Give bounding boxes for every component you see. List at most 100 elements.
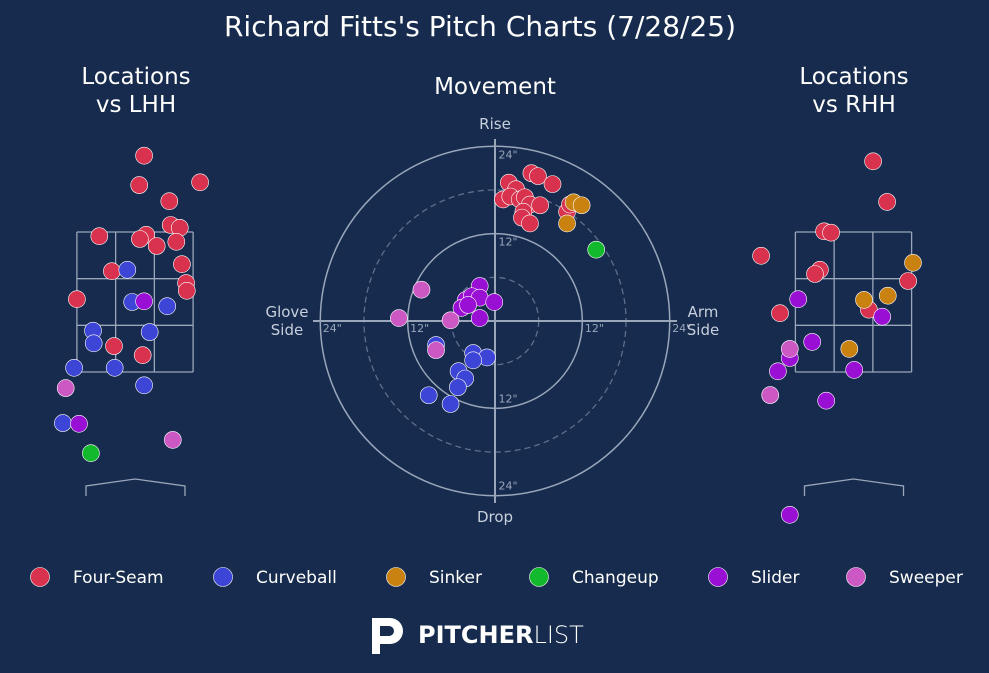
page-title: Richard Fitts's Pitch Charts (7/28/25)	[223, 10, 737, 43]
axis-label: Arm Side	[686, 303, 720, 339]
pitch-point	[158, 297, 176, 316]
pitch-point	[529, 167, 547, 185]
pitch-point	[761, 386, 780, 404]
home-plate	[803, 478, 905, 496]
pitch-point	[459, 296, 477, 314]
legend-marker	[708, 567, 728, 587]
pitch-point	[878, 193, 896, 211]
pitch-point	[105, 337, 123, 355]
pitch-point	[543, 175, 562, 193]
y-tick-label: 12"	[498, 236, 517, 249]
pitch-point	[803, 333, 822, 351]
pitch-point	[84, 334, 103, 353]
legend-label: Sweeper	[889, 568, 963, 588]
pitch-point	[131, 230, 149, 248]
panel-title: Locations vs RHH	[799, 64, 909, 118]
pitch-point	[130, 176, 148, 194]
pitch-point	[191, 173, 209, 192]
pitch-point	[135, 146, 153, 165]
pitch-point	[771, 304, 789, 323]
pitch-point	[752, 247, 770, 265]
legend-marker	[529, 567, 549, 587]
pitch-point	[521, 214, 539, 233]
pitch-point	[419, 386, 438, 405]
pitch-point	[54, 414, 72, 432]
axis-label: Rise	[479, 115, 511, 133]
x-tick-label: 24"	[672, 322, 691, 335]
legend-marker	[846, 567, 866, 587]
pitch-point	[899, 272, 917, 290]
legend-label: Curveball	[256, 568, 337, 588]
pitch-point	[822, 223, 840, 242]
axis-label: Glove Side	[265, 303, 309, 339]
pitch-point	[135, 292, 153, 311]
pitch-point	[864, 152, 882, 171]
pitch-point	[105, 358, 124, 377]
pitch-point	[90, 227, 109, 245]
pitch-point	[441, 395, 460, 413]
pitch-point	[390, 309, 408, 327]
pitch-point	[167, 233, 186, 251]
pitch-point	[780, 505, 799, 524]
legend-marker	[213, 567, 233, 587]
pitch-point	[449, 378, 467, 397]
logo-icon	[372, 618, 403, 654]
legend-label: Sinker	[429, 568, 482, 588]
pitch-point	[160, 192, 179, 210]
pitch-point	[70, 414, 88, 433]
pitch-point	[147, 237, 166, 255]
pitch-point	[164, 431, 182, 449]
pitch-point	[572, 196, 591, 215]
pitch-point	[427, 341, 445, 359]
logo: PITCHER LIST	[368, 614, 584, 656]
pitch-point	[82, 444, 100, 463]
y-tick-label: 24"	[498, 480, 517, 493]
legend-label: Changeup	[572, 568, 659, 588]
pitch-point	[806, 265, 824, 283]
pitch-point	[840, 340, 859, 358]
x-tick-label: 24"	[323, 322, 342, 335]
panel-title: Movement	[434, 74, 556, 100]
pitch-point	[441, 311, 460, 330]
pitch-point	[904, 253, 922, 272]
pitch-point	[558, 214, 576, 233]
pitch-point	[173, 255, 191, 274]
pitch-point	[68, 290, 86, 309]
logo-text: LIST	[533, 621, 584, 649]
y-tick-label: 12"	[498, 392, 517, 405]
pitch-point	[140, 323, 159, 341]
pitch-point	[845, 361, 864, 379]
pitch-point	[178, 281, 196, 300]
panel-title: Locations vs LHH	[81, 64, 191, 118]
pitch-point	[769, 362, 787, 381]
pitch-point	[485, 293, 504, 311]
pitch-point	[133, 346, 152, 365]
x-tick-label: 12"	[585, 322, 604, 335]
pitch-point	[587, 240, 605, 259]
pitch-point	[789, 290, 808, 309]
axis-label: Drop	[476, 508, 514, 526]
legend-label: Four-Seam	[73, 568, 164, 588]
logo-text: PITCHER	[418, 621, 534, 649]
x-tick-label: 12"	[410, 322, 429, 335]
home-plate	[85, 478, 186, 496]
legend-marker	[30, 567, 50, 587]
pitch-point	[817, 391, 836, 410]
pitch-point	[780, 340, 799, 358]
pitch-point	[464, 351, 482, 370]
pitch-point	[103, 262, 121, 281]
y-tick-label: 24"	[498, 148, 517, 161]
pitch-point	[56, 379, 75, 397]
pitch-point	[135, 376, 153, 395]
pitch-point	[855, 291, 873, 309]
pitch-point	[470, 309, 489, 327]
legend-marker	[386, 567, 406, 587]
legend-label: Slider	[751, 568, 799, 588]
pitch-point	[873, 307, 892, 326]
pitch-point	[65, 358, 83, 377]
pitch-point	[531, 196, 549, 215]
pitch-point	[412, 280, 431, 299]
pitch-point	[118, 260, 137, 279]
